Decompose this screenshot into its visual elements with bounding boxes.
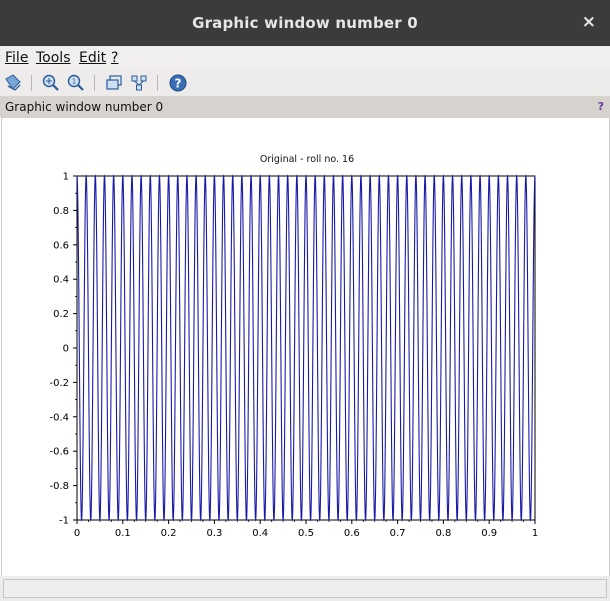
y-tick-label: -0.8 xyxy=(49,481,69,492)
svg-text:1: 1 xyxy=(72,78,76,86)
menu-edit[interactable]: Edit xyxy=(79,50,107,66)
graphic-canvas[interactable]: Original - roll no. 16 0 0.1 0.2 0.3 0.4 0.5 0… xyxy=(1,117,610,577)
plot-frame xyxy=(76,175,536,521)
menu-tools[interactable]: Tools xyxy=(36,50,71,66)
y-tick-label: 0 xyxy=(63,344,69,355)
chart-title: Original - roll no. 16 xyxy=(260,154,354,165)
window-titlebar: Graphic window number 0 × xyxy=(0,0,610,46)
x-tick-label: 0.9 xyxy=(481,528,497,539)
rotate-icon[interactable] xyxy=(104,73,124,93)
x-tick-label: 0.3 xyxy=(206,528,222,539)
figure-label: Graphic window number 0 xyxy=(5,100,164,114)
zoom-icon[interactable] xyxy=(41,73,61,93)
y-tick-label: -1 xyxy=(59,516,69,527)
y-tick-label: -0.2 xyxy=(49,378,69,389)
y-tick-label: -0.4 xyxy=(49,412,69,423)
y-tick-label: 0.2 xyxy=(53,309,69,320)
signal-line xyxy=(76,174,536,522)
x-tick-label: 0.5 xyxy=(298,528,314,539)
menu-bar: File Tools Edit ? xyxy=(0,46,610,70)
x-tick-label: 0.2 xyxy=(161,528,177,539)
close-icon[interactable]: × xyxy=(581,12,596,32)
unzoom-icon[interactable]: 1 xyxy=(66,73,86,93)
x-tick-label: 0.6 xyxy=(344,528,360,539)
status-bar xyxy=(0,576,610,601)
menu-file[interactable]: File xyxy=(5,50,29,66)
axes-editor-icon[interactable] xyxy=(129,73,149,93)
datatip-icon[interactable] xyxy=(3,73,23,93)
window-title: Graphic window number 0 xyxy=(192,14,418,32)
menu-help[interactable]: ? xyxy=(111,50,119,66)
y-tick-label: 1 xyxy=(63,172,69,183)
toolbar: 1 ? xyxy=(0,70,610,97)
y-tick-label: -0.6 xyxy=(49,447,69,458)
toolbar-separator xyxy=(31,75,32,91)
x-tick-label: 0 xyxy=(74,528,80,539)
figure-info-bar: Graphic window number 0 ? xyxy=(0,97,610,117)
y-tick-label: 0.4 xyxy=(53,275,69,286)
status-field xyxy=(3,579,607,598)
y-tick-label: 0.8 xyxy=(53,206,69,217)
x-tick-label: 0.1 xyxy=(115,528,131,539)
info-help-icon[interactable]: ? xyxy=(597,100,604,113)
plot-axes: 0 0.1 0.2 0.3 0.4 0.5 0.6 0.7 0.8 0.9 1 1 0.8 0.6 0.4 0… xyxy=(49,172,538,540)
y-tick-label: 0.6 xyxy=(53,240,69,251)
toolbar-separator xyxy=(94,75,95,91)
plot-svg: Original - roll no. 16 0 0.1 0.2 0.3 0.4 0.5 0… xyxy=(49,154,538,540)
x-tick-label: 0.7 xyxy=(390,528,406,539)
help-icon[interactable]: ? xyxy=(168,73,188,93)
toolbar-separator xyxy=(157,75,158,91)
x-tick-label: 0.4 xyxy=(252,528,268,539)
x-tick-label: 0.8 xyxy=(435,528,451,539)
svg-text:?: ? xyxy=(175,77,182,91)
x-tick-label: 1 xyxy=(532,528,538,539)
